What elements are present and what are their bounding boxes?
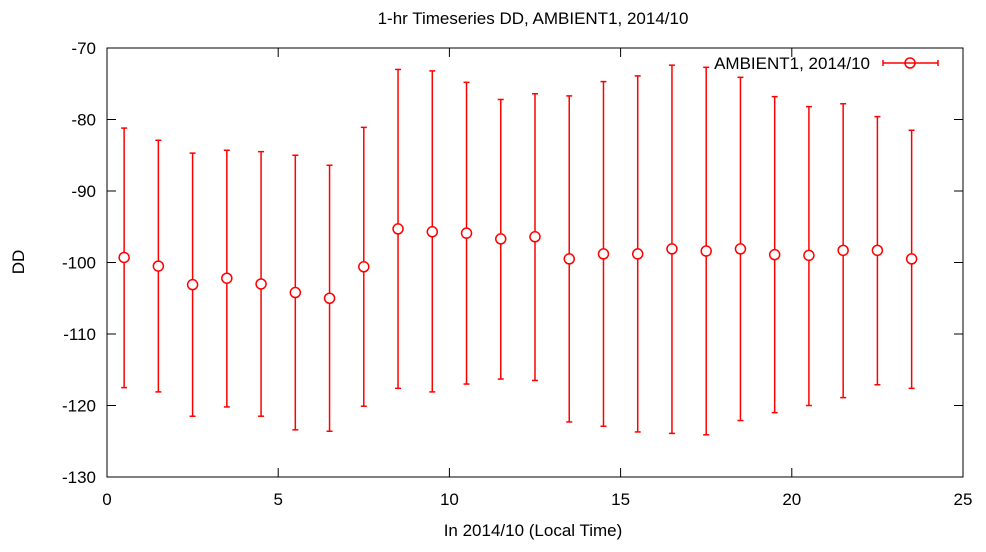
error-bar-point [666,64,678,435]
error-bar-point [631,75,644,433]
error-bar-point [152,139,165,393]
error-bar-point [871,115,884,386]
chart-title: 1-hr Timeseries DD, AMBIENT1, 2014/10 [378,9,689,28]
data-point-marker [460,227,473,239]
y-axis: -130 -120 -110 -100 -90 -80 -70 [62,39,963,487]
series-error-bars [118,64,918,436]
data-point-marker [289,286,302,299]
data-point-marker [186,278,199,291]
data-point-marker [426,226,439,238]
data-point-marker [597,248,610,260]
error-bar-point [255,150,267,417]
error-bar-point [700,66,712,436]
error-bar-point [837,103,849,399]
data-point-marker [803,249,815,262]
legend-label: AMBIENT1, 2014/10 [714,54,870,73]
data-point-marker [563,253,575,265]
data-point-marker [255,278,267,290]
data-point-marker [323,292,336,304]
error-bar-point [563,95,575,423]
error-bar-point [734,76,747,422]
error-bar-point [289,154,302,431]
error-bar-point [323,164,336,432]
data-point-marker [118,251,130,264]
x-tick-label: 5 [273,490,282,509]
x-tick-label: 20 [782,490,801,509]
error-bar-point [597,80,610,427]
data-point-marker [666,243,678,255]
error-bar-point [460,81,473,385]
error-bar-point [768,95,781,414]
error-bar-point [803,105,815,407]
legend-marker [904,57,916,69]
error-bar-point [221,149,233,408]
x-tick-label: 25 [954,490,973,509]
y-tick-label: -70 [71,39,96,58]
x-tick-label: 15 [611,490,630,509]
data-point-marker [631,248,644,260]
y-tick-label: -130 [62,468,96,487]
data-point-marker [529,231,541,243]
data-point-marker [905,253,918,265]
legend: AMBIENT1, 2014/10 [714,54,939,73]
y-tick-label: -110 [63,325,96,344]
error-bar-point [529,93,541,382]
data-point-marker [871,244,884,257]
x-axis-label: In 2014/10 (Local Time) [444,521,623,540]
error-bar-point [426,70,439,393]
error-bar-point [392,68,404,390]
error-bar-point [358,126,370,407]
x-tick-label: 10 [440,490,459,509]
y-tick-label: -100 [62,254,96,273]
x-tick-label: 0 [102,490,111,509]
data-point-marker [358,261,370,273]
y-axis-label: DD [9,250,28,275]
y-tick-label: -120 [62,397,96,416]
data-point-marker [152,260,165,272]
data-point-marker [495,233,507,245]
data-point-marker [768,248,781,261]
y-tick-label: -90 [71,182,96,201]
error-bar-point [905,129,918,390]
data-point-marker [734,243,747,255]
data-point-marker [221,272,233,284]
data-point-marker [837,244,849,257]
data-point-marker [392,223,404,235]
y-tick-label: -80 [71,111,96,130]
error-bar-point [186,152,199,417]
data-point-marker [700,245,712,257]
x-axis: 0 5 10 15 20 25 [102,48,972,509]
error-bar-point [495,98,507,380]
error-bar-point [118,127,130,389]
